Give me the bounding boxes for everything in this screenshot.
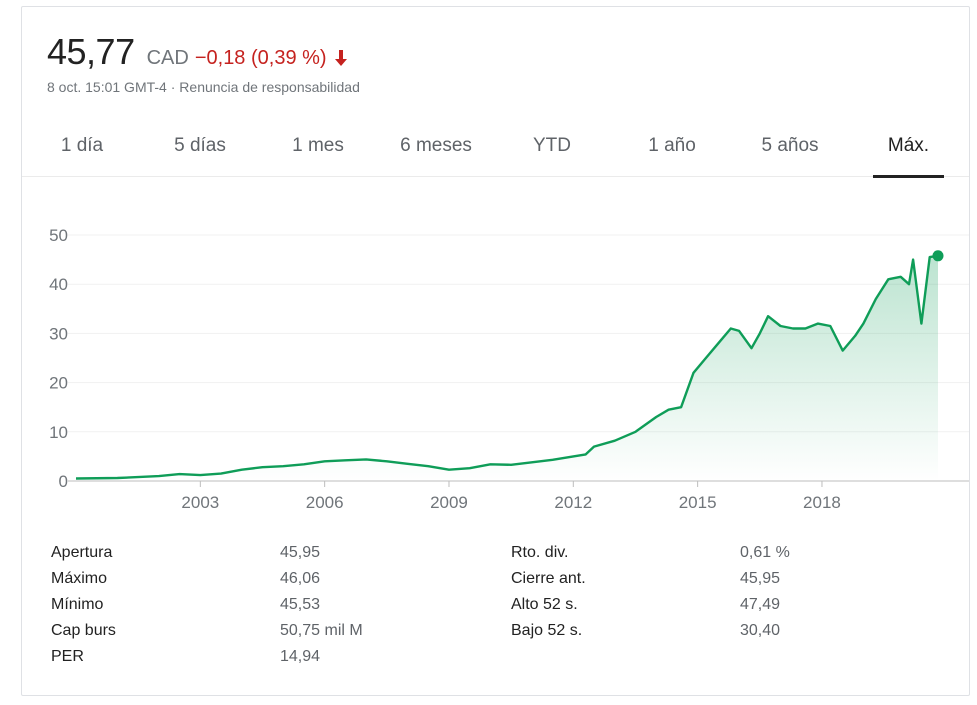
stat-label: Cap burs bbox=[51, 622, 116, 639]
tab-ytd[interactable]: YTD bbox=[508, 115, 596, 177]
current-price-dot bbox=[932, 250, 944, 262]
y-tick-label: 50 bbox=[49, 226, 68, 245]
stat-value: 45,95 bbox=[740, 570, 781, 587]
tab-6-meses[interactable]: 6 meses bbox=[390, 115, 482, 177]
current-price: 45,77 bbox=[47, 31, 135, 72]
stat-value: 46,06 bbox=[280, 570, 321, 587]
tab-label: YTD bbox=[533, 135, 571, 156]
stat-label: Bajo 52 s. bbox=[511, 622, 583, 639]
quote-subline: 8 oct. 15:01 GMT-4 · Renuncia de respons… bbox=[47, 79, 360, 95]
stat-value: 45,53 bbox=[280, 596, 321, 613]
y-tick-label: 0 bbox=[59, 472, 68, 491]
tab-label: 1 año bbox=[648, 135, 696, 156]
x-tick-label: 2003 bbox=[181, 493, 219, 512]
tab-label: 1 día bbox=[60, 135, 104, 156]
price-area bbox=[76, 255, 938, 481]
tab-max[interactable]: Máx. bbox=[873, 115, 944, 178]
price-chart: 0 10 20 30 40 50 2003 2006 2009 2012 2015 2018 bbox=[49, 226, 969, 512]
price-row: 45,77 CAD −0,18 (0,39 %) bbox=[47, 31, 360, 73]
tab-label: Máx. bbox=[887, 135, 930, 156]
stat-label: Cierre ant. bbox=[511, 570, 586, 587]
quote-timestamp: 8 oct. 15:01 GMT-4 bbox=[47, 79, 167, 95]
stat-value: 0,61 % bbox=[740, 544, 790, 561]
tab-5-dias[interactable]: 5 días bbox=[156, 115, 244, 177]
stat-value: 47,49 bbox=[740, 596, 781, 613]
tab-1-dia[interactable]: 1 día bbox=[38, 115, 126, 177]
quote-header: 45,77 CAD −0,18 (0,39 %) 8 oct. 15:01 GM… bbox=[47, 31, 360, 95]
tab-1-mes[interactable]: 1 mes bbox=[274, 115, 362, 177]
stat-value: 45,95 bbox=[280, 544, 321, 561]
stat-value: 50,75 mil M bbox=[280, 622, 363, 639]
tab-1-ano[interactable]: 1 año bbox=[628, 115, 716, 177]
range-tabs: 1 día 5 días 1 mes 6 meses YTD 1 año 5 a… bbox=[22, 115, 969, 178]
price-line bbox=[75, 254, 939, 480]
down-arrow-icon bbox=[334, 50, 348, 71]
x-tick-label: 2018 bbox=[803, 493, 841, 512]
tab-label: 5 días bbox=[174, 135, 226, 156]
x-tick-label: 2009 bbox=[430, 493, 468, 512]
y-tick-label: 10 bbox=[49, 423, 68, 442]
x-tick-label: 2015 bbox=[679, 493, 717, 512]
subline-separator: · bbox=[166, 79, 180, 95]
price-change: −0,18 (0,39 %) bbox=[194, 47, 327, 69]
stat-value: 14,94 bbox=[280, 648, 321, 665]
x-tick-label: 2006 bbox=[306, 493, 344, 512]
tab-label: 1 mes bbox=[292, 135, 344, 156]
tab-label: 6 meses bbox=[400, 135, 472, 156]
currency: CAD bbox=[146, 47, 189, 69]
stat-label: PER bbox=[51, 648, 84, 665]
disclaimer-link[interactable]: Renuncia de responsabilidad bbox=[179, 79, 360, 95]
stat-value: 30,40 bbox=[740, 622, 781, 639]
y-tick-label: 30 bbox=[49, 324, 68, 343]
stock-card: 45,77 CAD −0,18 (0,39 %) 8 oct. 15:01 GM… bbox=[21, 6, 970, 696]
tab-5-anos[interactable]: 5 años bbox=[746, 115, 834, 177]
y-tick-label: 40 bbox=[49, 275, 68, 294]
x-tick-label: 2012 bbox=[554, 493, 592, 512]
tab-label: 5 años bbox=[761, 135, 819, 156]
y-tick-label: 20 bbox=[49, 374, 68, 393]
stat-label: Apertura bbox=[51, 544, 113, 561]
stat-label: Máximo bbox=[51, 570, 108, 587]
stat-label: Rto. div. bbox=[511, 544, 569, 561]
stat-label: Mínimo bbox=[51, 596, 104, 613]
stat-label: Alto 52 s. bbox=[511, 596, 578, 613]
